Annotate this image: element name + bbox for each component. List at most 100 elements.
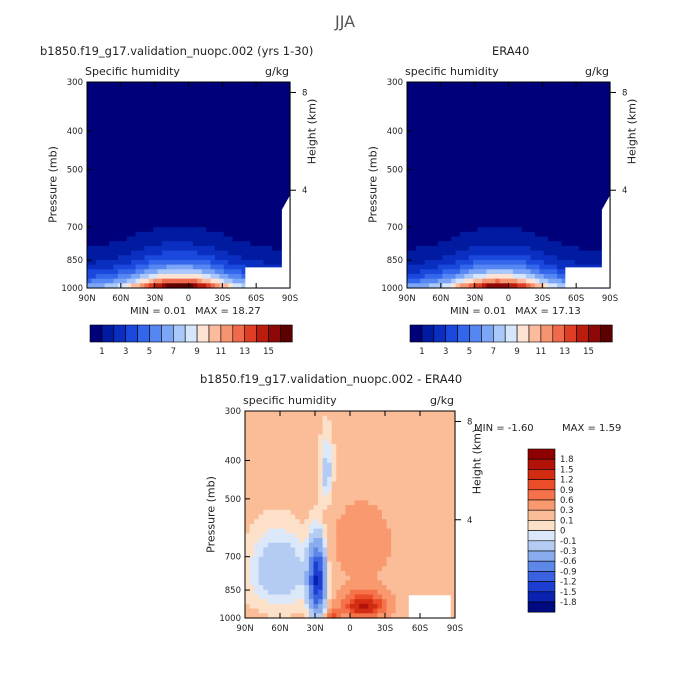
heatmap-cell [543,231,549,238]
heatmap-cell [420,283,426,289]
heatmap-cell [228,208,234,214]
heatmap-cell [495,152,501,158]
heatmap-cell [267,194,273,200]
heatmap-cell [175,273,181,280]
heatmap-cell [276,199,282,205]
heatmap-cell [508,156,514,163]
heatmap-cell [512,124,518,130]
heatmap-cell [113,203,119,210]
heatmap-cell [188,133,194,139]
heatmap-cell [517,203,523,210]
heatmap-cell [286,443,292,450]
heatmap-cell [543,124,549,130]
heatmap-cell [521,222,527,228]
heatmap-cell [276,222,282,228]
heatmap-cell [490,245,496,252]
heatmap-cell [473,227,479,233]
heatmap-cell [249,594,255,600]
heatmap-cell [104,241,110,247]
heatmap-cell [237,278,243,284]
heatmap-cell [267,147,273,153]
heatmap-cell [534,156,540,163]
heatmap-cell [245,448,251,454]
heatmap-cell [455,147,461,153]
heatmap-cell [214,91,220,97]
heatmap-cell [276,589,283,596]
heatmap-cell [157,152,163,158]
heatmap-cell [272,138,278,144]
heatmap-cell [245,556,251,563]
heatmap-cell [272,91,278,97]
heatmap-cell [411,208,417,214]
heatmap-cell [437,264,443,270]
heatmap-cell [451,231,457,238]
heatmap-cell [433,91,439,97]
heatmap-cell [490,250,496,256]
heatmap-cell [548,189,554,195]
heatmap-cell [139,222,145,228]
heatmap-cell [250,86,256,92]
heatmap-cell [91,217,97,224]
heatmap-cell [521,199,527,205]
heatmap-cell [451,255,457,261]
heatmap-cell [263,580,269,586]
heatmap-cell [455,142,461,149]
heatmap-cell [104,91,110,97]
heatmap-cell [286,603,292,610]
heatmap-cell [605,91,611,97]
heatmap-cell [263,180,269,186]
heatmap-cell [259,142,265,149]
heatmap-cell [530,166,536,172]
heatmap-cell [95,124,101,130]
heatmap-cell [184,138,190,144]
heatmap-cell [473,213,479,219]
heatmap-cell [468,227,474,233]
heatmap-cell [281,570,287,577]
heatmap-cell [468,110,474,116]
heatmap-cell [552,217,558,224]
heatmap-cell [201,245,207,252]
heatmap-cell [228,161,234,167]
heatmap-cell [583,119,589,125]
heatmap-cell [135,283,141,289]
heatmap-cell [175,166,181,172]
heatmap-cell [170,161,176,167]
heatmap-cell [468,100,474,107]
heatmap-cell [482,119,488,125]
heatmap-cell [552,147,558,153]
heatmap-cell [548,278,554,284]
heatmap-cell [267,411,273,417]
heatmap-cell [210,241,216,247]
heatmap-cell [87,278,93,284]
heatmap-cell [587,86,593,92]
heatmap-cell [490,142,496,149]
heatmap-cell [473,231,479,238]
heatmap-cell [228,133,234,139]
heatmap-cell [188,283,194,289]
heatmap-cell [245,439,251,445]
heatmap-cell [446,86,452,92]
heatmap-cell [254,175,260,181]
heatmap-cell [477,133,483,139]
heatmap-cell [521,170,527,177]
heatmap-cell [437,147,443,153]
heatmap-cell [250,259,256,266]
heatmap-cell [223,278,229,284]
heatmap-cell [254,180,260,186]
heatmap-cell [267,533,273,539]
heatmap-cell [433,203,439,210]
heatmap-cell [583,180,589,186]
heatmap-cell [499,142,505,149]
heatmap-cell [249,570,255,577]
heatmap-cell [100,273,106,280]
heatmap-cell [504,227,510,233]
heatmap-cell [521,213,527,219]
heatmap-cell [157,105,163,111]
heatmap-cell [530,217,536,224]
heatmap-cell [126,138,132,144]
heatmap-cell [157,213,163,219]
heatmap-cell [232,278,238,284]
heatmap-cell [424,156,430,163]
heatmap-cell [281,519,287,525]
heatmap-cell [237,250,243,256]
